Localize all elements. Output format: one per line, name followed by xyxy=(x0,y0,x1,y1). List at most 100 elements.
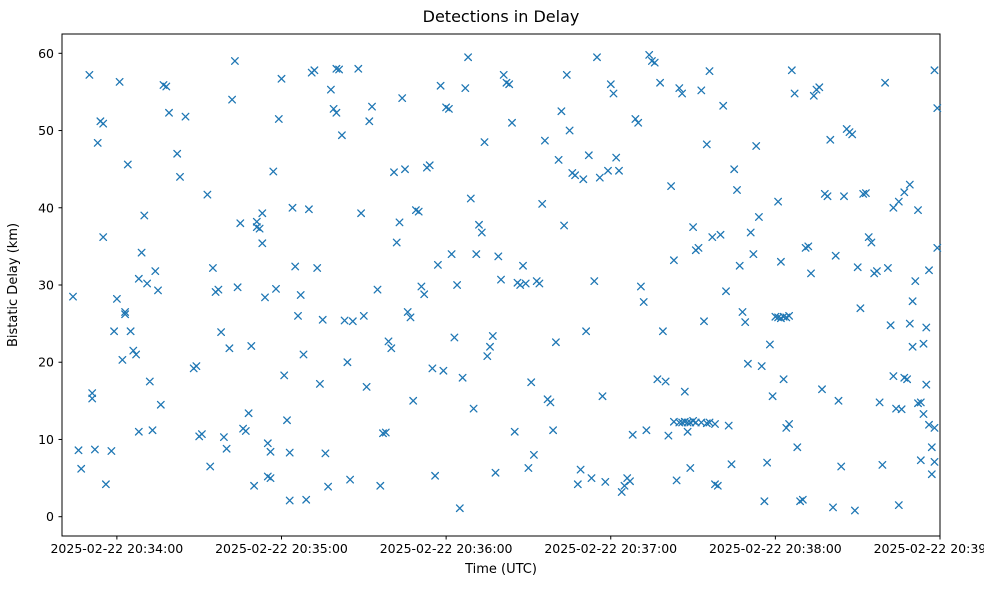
scatter-marker xyxy=(225,344,234,353)
scatter-marker xyxy=(664,431,673,440)
scatter-marker xyxy=(823,192,832,201)
scatter-marker xyxy=(107,447,116,455)
scatter-marker xyxy=(856,304,865,313)
scatter-marker xyxy=(433,260,442,269)
scatter-marker xyxy=(88,389,97,398)
scatter-marker xyxy=(343,358,352,367)
scatter-marker xyxy=(280,371,289,380)
scatter-marker xyxy=(524,464,533,472)
scatter-marker xyxy=(497,275,505,284)
scatter-marker xyxy=(313,264,322,272)
scatter-marker xyxy=(925,266,933,275)
scatter-marker xyxy=(508,118,516,127)
scatter-marker xyxy=(724,421,733,430)
scatter-marker xyxy=(137,248,146,257)
scatter-marker xyxy=(930,66,939,75)
scatter-marker xyxy=(916,456,925,465)
scatter-marker xyxy=(634,118,643,127)
scatter-marker xyxy=(905,319,914,328)
scatter-marker xyxy=(173,149,182,158)
scatter-marker xyxy=(886,321,895,330)
scatter-marker xyxy=(650,58,659,67)
scatter-marker xyxy=(639,298,648,306)
scatter-marker xyxy=(321,449,330,458)
plot-border xyxy=(61,33,941,537)
y-tick-label: 50 xyxy=(38,123,54,138)
scatter-marker xyxy=(741,318,750,327)
scatter-marker xyxy=(222,444,231,453)
scatter-marker xyxy=(304,205,313,214)
scatter-marker xyxy=(74,446,83,455)
scatter-marker xyxy=(933,243,942,252)
scatter-marker xyxy=(99,233,108,242)
scatter-marker xyxy=(669,256,678,265)
scatter-marker xyxy=(326,85,335,94)
scatter-marker xyxy=(250,481,259,490)
scatter-marker xyxy=(392,238,401,247)
scatter-marker xyxy=(269,167,278,176)
scatter-marker xyxy=(181,112,190,121)
scatter-marker xyxy=(390,168,398,177)
scatter-marker xyxy=(464,53,473,62)
scatter-marker xyxy=(299,350,308,359)
scatter-marker xyxy=(686,464,695,472)
scatter-marker xyxy=(590,277,599,286)
scatter-marker xyxy=(785,420,794,428)
scatter-marker xyxy=(373,285,382,294)
scatter-marker xyxy=(617,488,626,496)
scatter-marker xyxy=(922,380,931,389)
scatter-marker xyxy=(274,115,283,123)
scatter-marker xyxy=(69,292,77,301)
scatter-marker xyxy=(719,101,728,110)
scatter-marker xyxy=(881,78,890,87)
scatter-marker xyxy=(834,396,843,405)
scatter-marker xyxy=(535,279,544,288)
scatter-marker xyxy=(480,138,489,147)
scatter-marker xyxy=(428,364,437,373)
scatter-marker xyxy=(573,480,582,489)
scatter-marker xyxy=(889,203,898,212)
scatter-marker xyxy=(782,423,791,432)
scatter-marker xyxy=(645,50,654,59)
scatter-marker xyxy=(337,131,346,140)
scatter-marker xyxy=(85,70,94,79)
scatter-marker xyxy=(228,95,237,104)
scatter-marker xyxy=(927,470,936,479)
scatter-marker xyxy=(927,443,936,452)
scatter-marker xyxy=(527,378,536,387)
scatter-marker xyxy=(123,160,132,169)
scatter-marker xyxy=(925,420,933,429)
scatter-marker xyxy=(672,476,681,485)
scatter-marker xyxy=(903,375,912,384)
scatter-marker xyxy=(247,342,256,350)
scatter-marker xyxy=(853,263,862,272)
scatter-marker xyxy=(743,359,752,368)
y-tick-label: 40 xyxy=(38,200,54,215)
scatter-marker xyxy=(540,136,549,145)
scatter-marker xyxy=(565,126,574,135)
scatter-marker xyxy=(302,495,311,504)
scatter-marker xyxy=(324,482,333,491)
scatter-marker xyxy=(126,327,135,336)
scatter-marker xyxy=(604,166,612,175)
scatter-marker xyxy=(711,420,719,428)
scatter-marker xyxy=(584,151,593,160)
scatter-marker xyxy=(546,398,555,407)
scatter-marker xyxy=(90,445,99,454)
scatter-marker xyxy=(694,243,703,252)
scatter-marker xyxy=(112,294,121,303)
scatter-marker xyxy=(667,182,676,191)
scatter-marker xyxy=(354,64,363,73)
scatter-marker xyxy=(469,404,478,413)
scatter-marker xyxy=(266,447,275,456)
scatter-marker xyxy=(156,400,165,409)
scatter-marker xyxy=(118,355,127,364)
scatter-marker xyxy=(436,81,445,90)
scatter-marker xyxy=(132,350,141,359)
y-tick-label: 0 xyxy=(46,509,54,524)
scatter-marker xyxy=(206,462,215,471)
scatter-marker xyxy=(658,327,667,336)
scatter-marker xyxy=(401,165,409,174)
scatter-marker xyxy=(878,460,887,469)
